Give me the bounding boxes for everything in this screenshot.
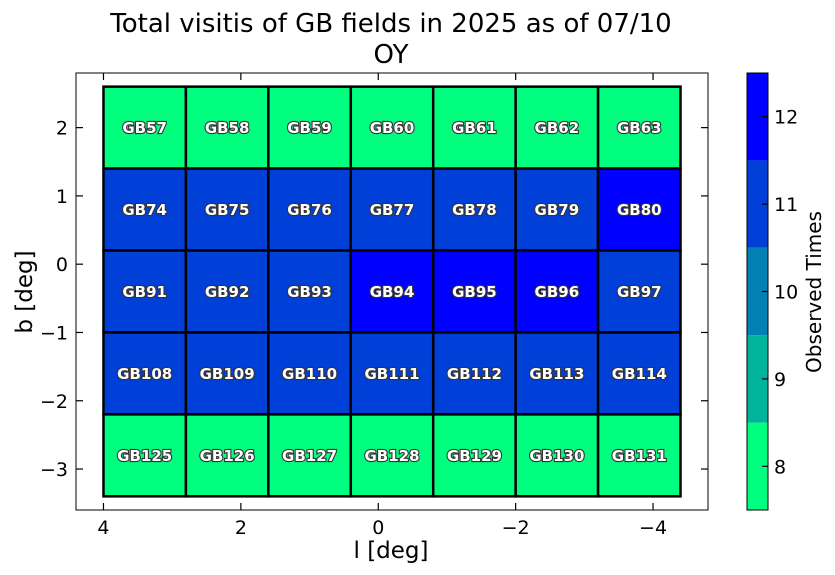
field-label-gb95: GB95 — [452, 283, 497, 301]
colorbar-level-10 — [747, 247, 768, 336]
field-label-gb92: GB92 — [205, 283, 250, 301]
field-cell-gb74 — [102, 167, 188, 252]
y-tick-label: −1 — [40, 322, 68, 344]
colorbar-label: Observed Times — [802, 211, 826, 373]
field-label-gb78: GB78 — [452, 201, 497, 219]
colorbar: 8 9 10 11 12 — [746, 72, 798, 511]
field-cell-gb80 — [596, 167, 682, 252]
x-tick-label: 0 — [372, 517, 384, 539]
colorbar-tick-label: 12 — [774, 107, 798, 129]
colorbar-level-12 — [747, 73, 768, 161]
field-cell-gb129 — [431, 413, 517, 498]
field-cell-gb131 — [596, 413, 682, 498]
field-cell-gb92 — [184, 249, 270, 334]
field-label-gb80: GB80 — [617, 201, 662, 219]
colorbar-tick-label: 11 — [774, 194, 798, 216]
field-cell-gb97 — [596, 249, 682, 334]
field-cell-gb78 — [431, 167, 517, 252]
field-label-gb112: GB112 — [447, 365, 502, 383]
field-label-gb97: GB97 — [617, 283, 662, 301]
field-label-gb113: GB113 — [529, 365, 584, 383]
field-cell-gb57 — [102, 85, 188, 170]
field-label-gb76: GB76 — [287, 201, 332, 219]
field-label-gb131: GB131 — [612, 447, 667, 465]
field-label-gb59: GB59 — [287, 119, 332, 137]
field-label-gb126: GB126 — [200, 447, 255, 465]
field-cell-gb58 — [184, 85, 270, 170]
field-label-gb79: GB79 — [535, 201, 580, 219]
field-cell-gb127 — [267, 413, 353, 498]
colorbar-tick-label: 8 — [774, 456, 786, 478]
x-axis-label: l [deg] — [354, 538, 429, 564]
y-tick-label: −3 — [40, 459, 68, 481]
field-label-gb128: GB128 — [364, 447, 419, 465]
field-label-gb63: GB63 — [617, 119, 662, 137]
field-cell-gb63 — [596, 85, 682, 170]
colorbar-tick-label: 9 — [774, 369, 786, 391]
colorbar-tick-label: 10 — [774, 282, 798, 304]
y-tick-label: 1 — [56, 186, 68, 208]
field-label-gb62: GB62 — [535, 119, 580, 137]
field-cell-gb76 — [267, 167, 353, 252]
field-cell-gb95 — [431, 249, 517, 334]
field-label-gb74: GB74 — [122, 201, 167, 219]
field-cell-gb59 — [267, 85, 353, 170]
field-label-gb94: GB94 — [370, 283, 415, 301]
field-cell-gb112 — [431, 331, 517, 416]
field-label-gb77: GB77 — [370, 201, 415, 219]
field-label-gb61: GB61 — [452, 119, 497, 137]
field-cell-gb75 — [184, 167, 270, 252]
y-axis-label: b [deg] — [12, 250, 38, 333]
field-label-gb111: GB111 — [364, 365, 419, 383]
field-cell-gb111 — [349, 331, 435, 416]
x-tick-label: 4 — [97, 517, 109, 539]
field-label-gb93: GB93 — [287, 283, 332, 301]
field-cell-gb125 — [102, 413, 188, 498]
x-axis: 4 2 0 −2 −4 — [97, 73, 667, 539]
field-label-gb58: GB58 — [205, 119, 250, 137]
x-tick-label: −2 — [502, 517, 530, 539]
field-cell-gb93 — [267, 249, 353, 334]
field-label-gb75: GB75 — [205, 201, 250, 219]
colorbar-level-9 — [747, 335, 768, 423]
y-tick-label: 2 — [56, 118, 68, 140]
field-label-gb108: GB108 — [117, 365, 172, 383]
field-label-gb60: GB60 — [370, 119, 415, 137]
field-cell-gb126 — [184, 413, 270, 498]
field-label-gb130: GB130 — [529, 447, 584, 465]
x-tick-label: −4 — [639, 517, 667, 539]
field-cell-gb91 — [102, 249, 188, 334]
chart-subtitle: OY — [374, 40, 409, 70]
field-label-gb125: GB125 — [117, 447, 172, 465]
field-label-gb91: GB91 — [122, 283, 167, 301]
y-tick-label: −2 — [40, 391, 68, 413]
field-label-gb57: GB57 — [122, 119, 167, 137]
y-axis: 2 1 0 −1 −2 −3 — [40, 118, 708, 481]
field-label-gb96: GB96 — [535, 283, 580, 301]
field-label-gb109: GB109 — [200, 365, 255, 383]
field-label-gb129: GB129 — [447, 447, 502, 465]
plot-frame — [75, 72, 709, 511]
x-tick-label: 2 — [235, 517, 247, 539]
plot-area: GB57 GB58 GB59 GB60 GB61 GB62 GB63 GB74 GB75 GB76… — [75, 72, 709, 511]
field-label-gb110: GB110 — [282, 365, 337, 383]
field-cell-gb114 — [596, 331, 682, 416]
field-cell-gb94 — [349, 249, 435, 334]
field-cell-gb79 — [514, 167, 600, 252]
colorbar-level-11 — [747, 160, 768, 248]
field-cell-gb109 — [184, 331, 270, 416]
field-label-gb114: GB114 — [612, 365, 667, 383]
colorbar-level-8 — [747, 422, 768, 510]
y-tick-label: 0 — [56, 254, 68, 276]
chart-title: Total visitis of GB fields in 2025 as of… — [109, 9, 671, 39]
field-cell-gb110 — [267, 331, 353, 416]
field-label-gb127: GB127 — [282, 447, 337, 465]
